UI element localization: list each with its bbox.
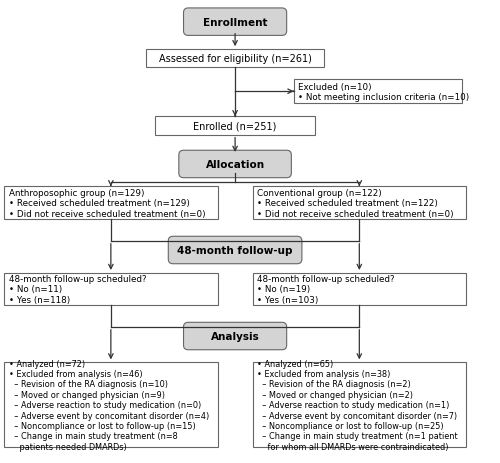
FancyBboxPatch shape (168, 237, 302, 264)
FancyBboxPatch shape (184, 9, 286, 36)
FancyBboxPatch shape (294, 80, 462, 104)
Text: 48-month follow-up: 48-month follow-up (178, 245, 293, 256)
Text: 48-month follow-up scheduled?
• No (n=19)
• Yes (n=103): 48-month follow-up scheduled? • No (n=19… (258, 275, 395, 304)
FancyBboxPatch shape (184, 323, 286, 350)
Text: • Analyzed (n=72)
• Excluded from analysis (n=46)
  – Revision of the RA diagnos: • Analyzed (n=72) • Excluded from analys… (9, 359, 209, 451)
Text: Allocation: Allocation (206, 160, 264, 169)
Text: Anthroposophic group (n=129)
• Received scheduled treatment (n=129)
• Did not re: Anthroposophic group (n=129) • Received … (9, 188, 205, 218)
FancyBboxPatch shape (252, 187, 466, 220)
FancyBboxPatch shape (146, 50, 324, 68)
Text: Enrollment: Enrollment (203, 18, 268, 28)
Text: Excluded (n=10)
• Not meeting inclusion criteria (n=10): Excluded (n=10) • Not meeting inclusion … (298, 82, 470, 102)
FancyBboxPatch shape (156, 117, 315, 135)
FancyBboxPatch shape (4, 363, 218, 447)
FancyBboxPatch shape (4, 273, 218, 305)
FancyBboxPatch shape (252, 363, 466, 447)
Text: 48-month follow-up scheduled?
• No (n=11)
• Yes (n=118): 48-month follow-up scheduled? • No (n=11… (9, 275, 146, 304)
Text: Enrolled (n=251): Enrolled (n=251) (194, 121, 277, 131)
Text: Conventional group (n=122)
• Received scheduled treatment (n=122)
• Did not rece: Conventional group (n=122) • Received sc… (258, 188, 454, 218)
FancyBboxPatch shape (252, 273, 466, 305)
Text: • Analyzed (n=65)
• Excluded from analysis (n=38)
  – Revision of the RA diagnos: • Analyzed (n=65) • Excluded from analys… (258, 359, 458, 451)
Text: Assessed for eligibility (n=261): Assessed for eligibility (n=261) (158, 54, 312, 64)
Text: Analysis: Analysis (210, 332, 260, 341)
FancyBboxPatch shape (4, 187, 218, 220)
FancyBboxPatch shape (179, 151, 292, 178)
